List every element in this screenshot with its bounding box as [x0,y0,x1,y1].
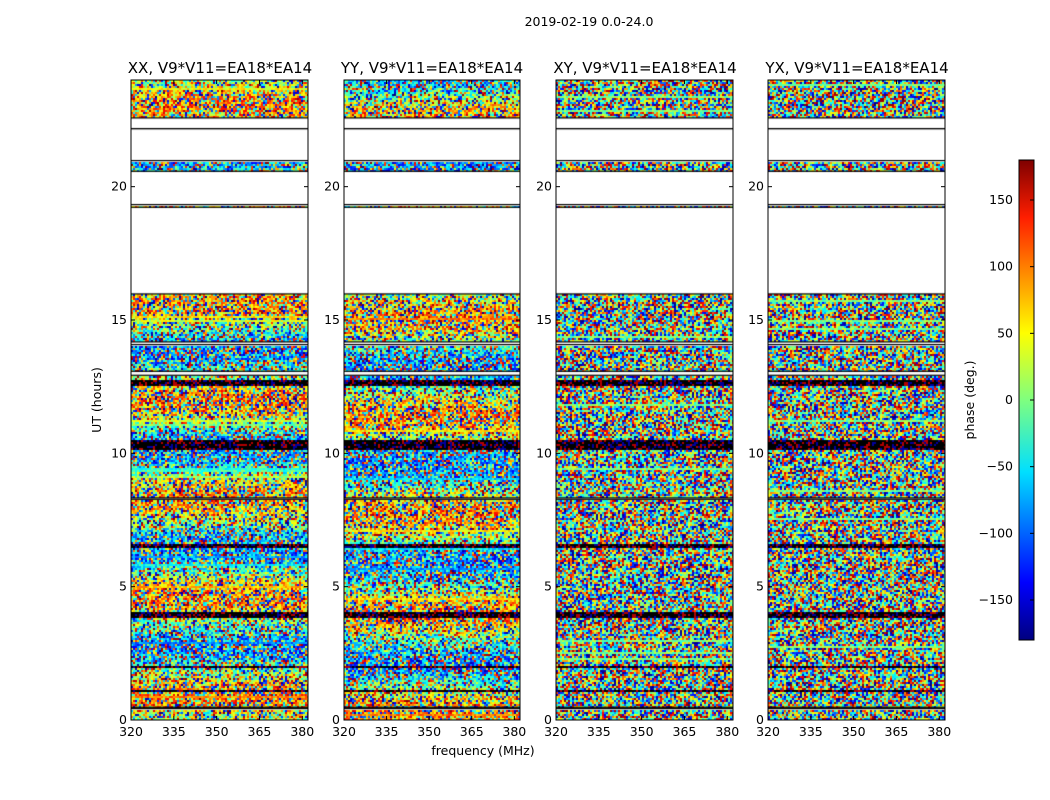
panel-title-yy: YY, V9*V11=EA18*EA14 [340,59,523,77]
x-tick-label: 380 [715,724,739,739]
y-tick-label: 15 [748,312,764,327]
x-tick-label: 380 [927,724,951,739]
y-tick-label: 15 [111,312,127,327]
y-tick-label: 0 [756,712,764,727]
heatmap-yx [768,80,945,720]
x-ticks-yx: 320 335 350 365 380 [756,80,951,739]
x-tick-label: 365 [248,724,272,739]
y-ticks-yx: 0 5 10 15 20 [748,179,945,727]
y-tick-label: 5 [119,579,127,594]
x-tick-label: 350 [842,724,866,739]
plot-frame-yx [767,79,946,721]
colorbar: −150 −100 −50 0 50 100 150 phase (deg.) [962,159,1035,641]
panel-title-yx: YX, V9*V11=EA18*EA14 [764,59,948,77]
panel-title-xy: XY, V9*V11=EA18*EA14 [553,59,736,77]
suptitle: 2019-02-19 0.0-24.0 [525,14,654,29]
heatmap-xx [131,80,308,720]
colorbar-tick-label: 0 [1005,392,1013,407]
y-tick-label: 15 [324,312,340,327]
y-tick-label: 5 [332,579,340,594]
colorbar-tick-label: −100 [979,525,1013,540]
colorbar-tick-label: −150 [979,592,1013,607]
x-tick-label: 350 [630,724,654,739]
x-tick-label: 365 [673,724,697,739]
y-tick-label: 20 [536,179,552,194]
heatmap-yy [344,80,520,720]
plot-frame-xy [555,79,734,721]
x-tick-label: 335 [375,724,399,739]
colorbar-tick-label: 100 [989,259,1013,274]
heatmap-xy [556,80,733,720]
x-tick-label: 320 [756,724,780,739]
x-tick-label: 335 [587,724,611,739]
y-ticks-xy: 0 5 10 15 20 [536,179,733,727]
y-tick-label: 0 [119,712,127,727]
x-tick-label: 380 [502,724,526,739]
colorbar-tick-label: 50 [997,325,1013,340]
y-tick-label: 5 [756,579,764,594]
heatmap-image [344,80,520,720]
y-tick-label: 5 [544,579,552,594]
colorbar-tick-label: 150 [989,192,1013,207]
plot-frame-yy [343,79,521,721]
x-ticks-xx: 320 335 350 365 380 [119,80,314,739]
x-tick-label: 335 [799,724,823,739]
y-tick-label: 10 [324,445,340,460]
plot-frame-xx [130,79,309,721]
heatmap-image [556,80,733,720]
x-tick-label: 335 [162,724,186,739]
x-ticks-yy: 320 335 350 365 380 [332,80,526,739]
x-tick-label: 350 [205,724,229,739]
x-tick-label: 320 [544,724,568,739]
heatmap-image [768,80,945,720]
x-tick-label: 350 [417,724,441,739]
x-tick-label: 365 [460,724,484,739]
colorbar-tick-label: −50 [987,459,1013,474]
panel-xy: XY, V9*V11=EA18*EA14 320 335 350 365 380 0 5 1… [536,59,739,739]
y-tick-label: 0 [332,712,340,727]
y-tick-label: 10 [536,445,552,460]
y-tick-label: 20 [324,179,340,194]
y-axis-label: UT (hours) [89,367,104,433]
y-tick-label: 20 [111,179,127,194]
y-tick-label: 0 [544,712,552,727]
y-ticks-yy: 0 5 10 15 20 [324,179,520,727]
y-tick-label: 20 [748,179,764,194]
colorbar-ticks: −150 −100 −50 0 50 100 150 [979,192,1034,607]
x-tick-label: 320 [332,724,356,739]
panel-title-xx: XX, V9*V11=EA18*EA14 [128,59,312,77]
panel-yy: YY, V9*V11=EA18*EA14 320 335 350 365 380 0 5 1… [324,59,526,739]
x-tick-label: 380 [290,724,314,739]
y-ticks-xx: 0 5 10 15 20 [111,179,308,727]
heatmap-image [131,80,308,720]
x-axis-label: frequency (MHz) [431,743,534,758]
x-ticks-xy: 320 335 350 365 380 [544,80,739,739]
y-tick-label: 10 [748,445,764,460]
panel-xx: XX, V9*V11=EA18*EA14 320 335 350 365 380 0 5 1… [111,59,314,739]
x-tick-label: 320 [119,724,143,739]
y-tick-label: 10 [111,445,127,460]
panel-yx: YX, V9*V11=EA18*EA14 320 335 350 365 380 0 5 1… [748,59,951,739]
colorbar-label: phase (deg.) [962,361,977,440]
y-tick-label: 15 [536,312,552,327]
x-tick-label: 365 [885,724,909,739]
